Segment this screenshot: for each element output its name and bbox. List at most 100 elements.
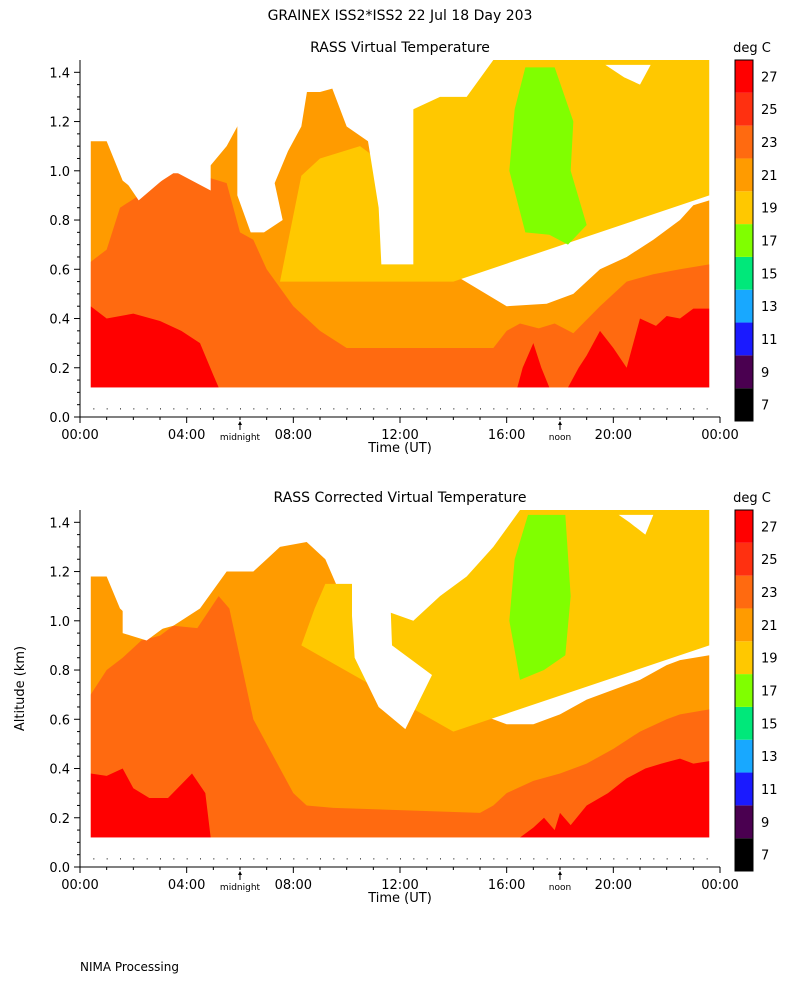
gate-dot (160, 858, 161, 860)
colorbar-label: 17 (761, 235, 778, 250)
left-margin-blank (81, 60, 91, 417)
time-marker-label: noon (549, 433, 571, 443)
colorbar-bin-13 (735, 289, 753, 323)
gate-dot (306, 408, 308, 410)
colorbar-bin-17 (735, 224, 753, 257)
x-tick-label: 20:00 (595, 428, 632, 443)
gate-dot (320, 408, 321, 410)
gate-dot (560, 858, 561, 860)
y-tick-label: 0.2 (49, 812, 70, 827)
colorbar-bin-25 (735, 92, 753, 126)
time-marker-label: noon (549, 883, 571, 893)
colorbar-bin-11 (735, 772, 753, 806)
x-tick-label: 00:00 (701, 428, 738, 443)
colorbar-label: 11 (761, 783, 778, 798)
colorbar-label: 15 (761, 267, 778, 282)
gate-dot (533, 408, 535, 410)
x-axis-label: Time (UT) (367, 891, 432, 906)
gate-dot (333, 858, 335, 860)
gate-dot (360, 858, 361, 860)
colorbar-bin-15 (735, 256, 753, 290)
missing-data-region (605, 64, 651, 85)
gate-dot (680, 858, 681, 860)
gate-dot (706, 858, 708, 860)
gate-dot (306, 858, 308, 860)
gate-dot (680, 408, 681, 410)
gate-dot (440, 858, 441, 860)
panel-title: RASS Corrected Virtual Temperature (274, 490, 527, 506)
colorbar-bin-7 (735, 388, 753, 421)
gate-dot (200, 858, 201, 860)
gate-dot (600, 408, 601, 410)
temp-band-25 (90, 758, 710, 838)
time-marker-arrow (238, 421, 242, 425)
gate-dot (120, 858, 121, 860)
gate-dot (480, 408, 481, 410)
gate-dot (573, 408, 575, 410)
y-tick-label: 0.8 (49, 664, 70, 679)
y-tick-label: 0.6 (49, 713, 70, 728)
colorbar-label: 11 (761, 333, 778, 348)
temp-band-23 (90, 596, 710, 838)
no-data-strip (81, 387, 720, 416)
y-tick-label: 0.4 (49, 313, 70, 328)
right-margin-blank (709, 510, 720, 867)
colorbar-label: 23 (761, 136, 778, 151)
gate-dot (93, 408, 95, 410)
x-tick-label: 16:00 (488, 428, 525, 443)
colorbar-bin-7 (735, 838, 753, 871)
x-tick-label: 12:00 (381, 878, 418, 893)
gate-dot (133, 408, 135, 410)
colorbar-label: 13 (761, 750, 778, 765)
y-tick-label: 1.0 (49, 615, 70, 630)
colorbar-frame (734, 59, 754, 422)
gate-dot (626, 408, 628, 410)
gate-dot (280, 858, 281, 860)
gate-dot (346, 858, 348, 860)
gate-dot (266, 408, 268, 410)
y-tick-label: 0.0 (49, 411, 70, 426)
colorbar-label: 7 (761, 399, 769, 414)
gate-dot (173, 858, 175, 860)
gate-dot (533, 858, 535, 860)
colorbar-label: 27 (761, 520, 778, 535)
gate-dot (506, 408, 508, 410)
gate-dot (213, 408, 215, 410)
y-tick-label: 1.4 (49, 66, 70, 81)
y-tick-label: 0.8 (49, 214, 70, 229)
left-margin-blank (81, 510, 91, 867)
temp-band-25 (90, 306, 710, 388)
x-tick-label: 08:00 (275, 428, 312, 443)
y-tick-label: 0.2 (49, 362, 70, 377)
gate-dot (386, 408, 388, 410)
colorbar-label: 7 (761, 849, 769, 864)
colorbar-label: 21 (761, 169, 778, 184)
colorbar-label: 19 (761, 202, 778, 217)
x-tick-label: 00:00 (701, 878, 738, 893)
y-axis-label: Altitude (km) (13, 646, 28, 731)
gate-dot (213, 858, 215, 860)
gate-dot (186, 408, 188, 410)
gate-dot (253, 858, 255, 860)
gate-dot (586, 858, 588, 860)
gate-dot (506, 858, 508, 860)
gate-dot (320, 858, 321, 860)
colorbar-bin-15 (735, 706, 753, 740)
gate-dot (173, 408, 175, 410)
gate-dot (400, 858, 401, 860)
gate-dot (640, 408, 641, 410)
colorbar-label: 19 (761, 652, 778, 667)
gate-dot (226, 858, 228, 860)
colorbar-label: 25 (761, 103, 778, 118)
gate-dot (413, 858, 415, 860)
colorbar-frame (734, 509, 754, 872)
x-tick-label: 16:00 (488, 878, 525, 893)
figure-title: GRAINEX ISS2*ISS2 22 Jul 18 Day 203 (268, 8, 533, 24)
gate-dot (586, 408, 588, 410)
gate-dot (226, 408, 228, 410)
gate-dot (373, 858, 375, 860)
colorbar-bin-19 (735, 191, 753, 225)
gate-dot (453, 858, 455, 860)
colorbar-label: 17 (761, 685, 778, 700)
